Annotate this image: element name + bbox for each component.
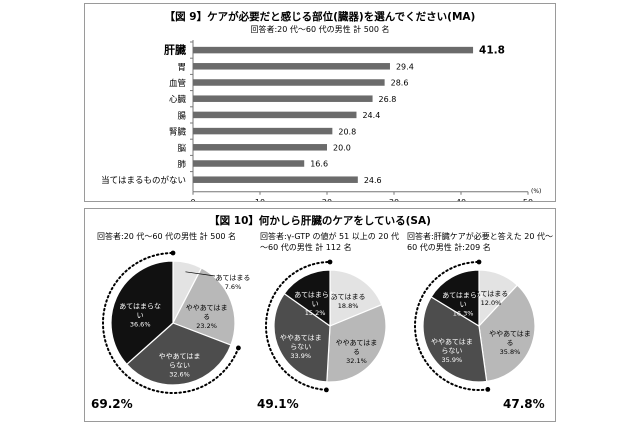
pie-slice [422,296,488,383]
pie-slice [283,269,331,328]
pie-slice-label: あてはまる 7.6% [216,274,251,291]
bar [193,111,357,119]
bar-value-label: 41.8 [479,44,505,56]
bar-value-label: 16.6 [310,160,328,169]
bar-x-tick-label: 30 [389,198,399,201]
pie-1-total: 69.2% [91,397,133,411]
pie-charts: あてはまる 7.6% ややあてはまる 23.2% ややあてはまらない 32.6% あてはまら… [102,250,536,394]
pie-slice [125,322,232,386]
bar [193,144,327,151]
pie-dotted-arc [414,261,489,391]
bar-category-label: 脳 [177,143,186,154]
bar-category-label: 当てはまるものがない [101,175,186,186]
pie-arc-arrowhead [323,387,329,393]
bar-category-label: 心臓 [169,94,187,105]
pie-arc-arrowhead [327,259,333,265]
bar [193,79,385,86]
pie-slice-label: ややあてはまらない 33.9% [280,334,322,360]
bar-x-tick-label: 0 [190,198,195,201]
bar-category-label: 腎臓 [169,127,187,138]
pie-slice [110,260,174,366]
pie-1-caption: 回答者:20 代～60 代の男性 計 500 名 [97,232,237,241]
bar-category-label: 肺 [177,160,186,170]
bar [193,127,333,135]
bar-value-label: 29.4 [396,63,414,72]
bar [193,46,474,54]
pie-leader-line [185,271,216,277]
pie-2-caption: 回答者:γ-GTP の値が 51 以上の 20 代～60 代の男性 計 112 … [260,232,400,252]
bar-category-label: 胃 [177,63,186,73]
pie-slice [329,269,383,327]
pie-arc-arrowhead [170,250,176,256]
pie-3-total: 47.8% [503,397,545,411]
pie-slice-label: ややあてはまる 32.1% [336,339,378,365]
bar-x-tick-label: 50 [523,198,533,201]
pie-slice-label: ややあてはまらない 35.9% [431,338,473,364]
pie-slice-label: あてはまらない 36.6% [119,302,161,328]
bar-chart-subtitle: 回答者:20 代～60 代の男性 計 500 名 [250,25,390,34]
bar [193,63,390,70]
pie-slice-label: ややあてはまる 23.2% [186,304,228,330]
pie-slice [172,267,236,346]
pie-2-total: 49.1% [257,397,299,411]
bar-x-tick-label: 40 [456,198,466,201]
bar-x-tick-label: 10 [255,198,265,201]
pie-arc-arrowhead [485,386,491,392]
pie-slice-label: ややあてはまらない 32.6% [159,352,201,378]
pie-slice [478,284,536,383]
bar-value-label: 20.0 [333,144,351,153]
bar-category-label: 血管 [169,78,186,89]
bar [193,160,305,167]
bar [193,176,358,183]
bar-category-label: 腸 [177,111,186,121]
bar-chart: 肝臓 41.8 胃 29.4 血管 28.6 心臓 26.8 腸 24.4 腎臓 20.8 脳 20.0 肺… [101,40,541,201]
bar-value-label: 20.8 [338,127,356,136]
bar-value-label: 28.6 [391,79,409,88]
pie-arc-arrowhead [476,259,482,265]
pie-slice-label: ややあてはまる 35.8% [489,330,531,356]
pie-dotted-arc [265,261,331,391]
pie-slice [326,303,387,383]
pie-3-caption: 回答者:肝臓ケアが必要と答えた 20 代～60 代の男性 計:209 名 [407,232,553,252]
pie-slice-label: あてはまる 18.8% [331,293,366,310]
pie-charts-panel: 【図 10】何かしら肝臓のケアをしている(SA) 回答者:20 代～60 代の男… [84,208,556,422]
pie-slice [273,292,331,383]
pie-slice-label: あてはまる 12.0% [474,290,509,307]
bar-x-tick-label: 20 [322,198,332,201]
pie-slice [430,269,480,328]
bar-chart-title: 【図 9】ケアが必要だと感じる部位(臓器)を選んでください(MA) [164,11,476,23]
bar-category-label: 肝臓 [164,43,186,57]
bar [193,95,373,102]
pie-arc-arrowhead [236,345,241,351]
bar-value-label: 26.8 [379,95,397,104]
bar-value-label: 24.6 [364,176,382,185]
bar-x-unit: (%) [531,188,541,195]
pie-charts-title: 【図 10】何かしら肝臓のケアをしている(SA) [209,215,431,227]
pie-slice-label: あてはまらない 15.2% [294,291,336,317]
pie-dotted-arc [102,252,240,394]
bar-value-label: 24.4 [362,111,380,120]
bar-chart-panel: 【図 9】ケアが必要だと感じる部位(臓器)を選んでください(MA) 回答者:20… [84,3,556,202]
pie-slice-label: あてはまらない 16.3% [442,292,484,318]
